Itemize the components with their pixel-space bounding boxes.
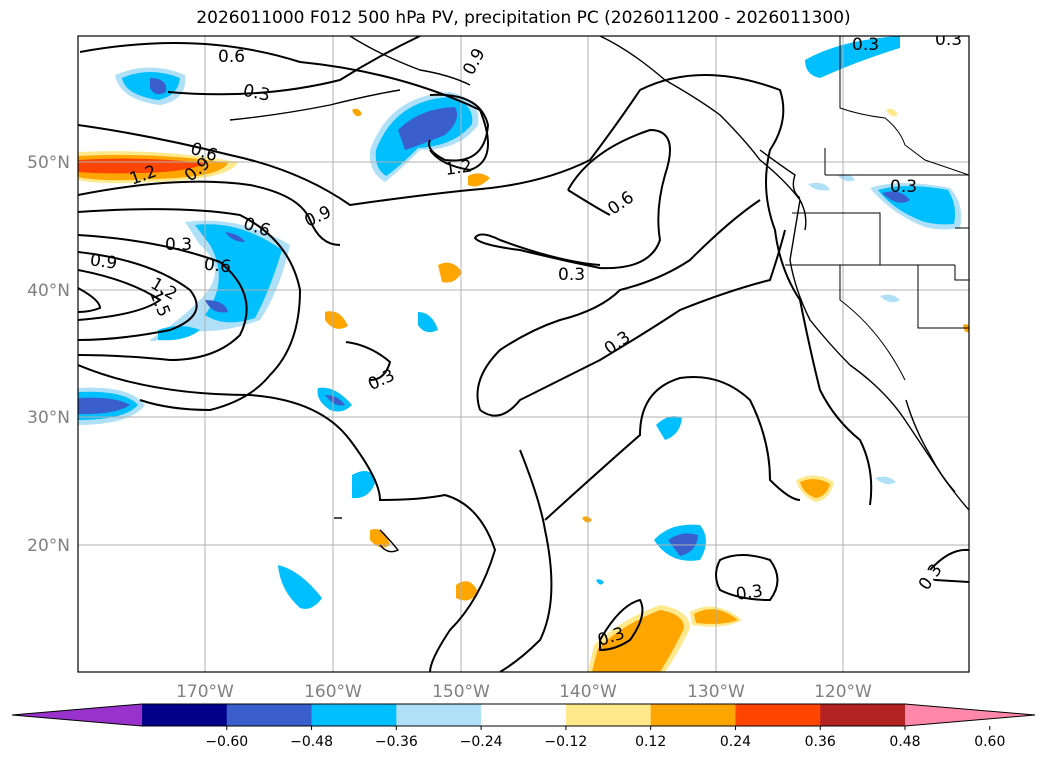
- colorbar-tick-label: −0.24: [460, 734, 503, 750]
- map-background: [78, 36, 969, 672]
- lon-label-170w: 170°W: [176, 682, 234, 702]
- colorbar-tick-label: 0.24: [720, 734, 751, 750]
- colorbar-segment: [650, 704, 736, 726]
- colorbar-tick-label: −0.60: [205, 734, 248, 750]
- colorbar-segment: [311, 704, 397, 726]
- colorbar-tick-label: −0.36: [375, 734, 418, 750]
- longitude-labels: 170°W 160°W 150°W 140°W 130°W 120°W: [176, 682, 872, 702]
- colorbar-segment: [481, 704, 567, 726]
- contour-label: 0.3: [852, 35, 879, 55]
- colorbar-segment: [565, 704, 652, 726]
- colorbar-tick-label: 0.12: [635, 734, 666, 750]
- figure-title: 2026011000 F012 500 hPa PV, precipitatio…: [196, 8, 851, 28]
- colorbar-segment: [226, 704, 313, 726]
- colorbar-segment: [735, 704, 821, 726]
- lon-label-140w: 140°W: [559, 682, 617, 702]
- colorbar: −0.60 −0.48 −0.36 −0.24 −0.12 0.12 0.24 0.36 0.4…: [11, 703, 1036, 750]
- colorbar-extend-low: [12, 704, 142, 726]
- colorbar-tick-label: 0.36: [805, 734, 836, 750]
- gridlines: [78, 36, 969, 672]
- colorbar-tick-label: 0.60: [974, 734, 1005, 750]
- contour-label: 0.6: [203, 255, 232, 278]
- lat-label-30n: 30°N: [27, 408, 70, 428]
- colorbar-tick-label: −0.48: [290, 734, 333, 750]
- lon-label-120w: 120°W: [814, 682, 872, 702]
- pv-contours: [78, 36, 969, 672]
- colorbar-segment: [142, 704, 228, 726]
- lat-label-50n: 50°N: [27, 153, 70, 173]
- lon-label-130w: 130°W: [687, 682, 745, 702]
- lat-label-20n: 20°N: [27, 536, 70, 556]
- political-borders: [785, 36, 969, 381]
- lon-label-160w: 160°W: [304, 682, 362, 702]
- lat-label-40n: 40°N: [27, 281, 70, 301]
- contour-label: 0.3: [735, 581, 765, 605]
- latitude-labels: 50°N 40°N 30°N 20°N: [27, 153, 70, 556]
- map-frame: [77, 35, 970, 673]
- colorbar-outline: [11, 703, 1036, 727]
- contour-label: 0.9: [89, 250, 119, 274]
- colorbar-tick-label: −0.12: [544, 734, 587, 750]
- contour-label: 0.3: [558, 265, 585, 285]
- contour-label: 0.3: [935, 30, 962, 50]
- contour-label: 0.6: [218, 47, 245, 67]
- contour-label: 1.2: [444, 156, 474, 180]
- contour-label: 0.3: [890, 177, 917, 197]
- lon-label-150w: 150°W: [432, 682, 490, 702]
- colorbar-segment: [396, 704, 482, 726]
- colorbar-segment: [820, 704, 906, 726]
- colorbar-extend-high: [905, 704, 1035, 726]
- contour-label: 0.3: [165, 235, 192, 255]
- coastlines: [229, 36, 969, 553]
- colorbar-tick-label: 0.48: [889, 734, 920, 750]
